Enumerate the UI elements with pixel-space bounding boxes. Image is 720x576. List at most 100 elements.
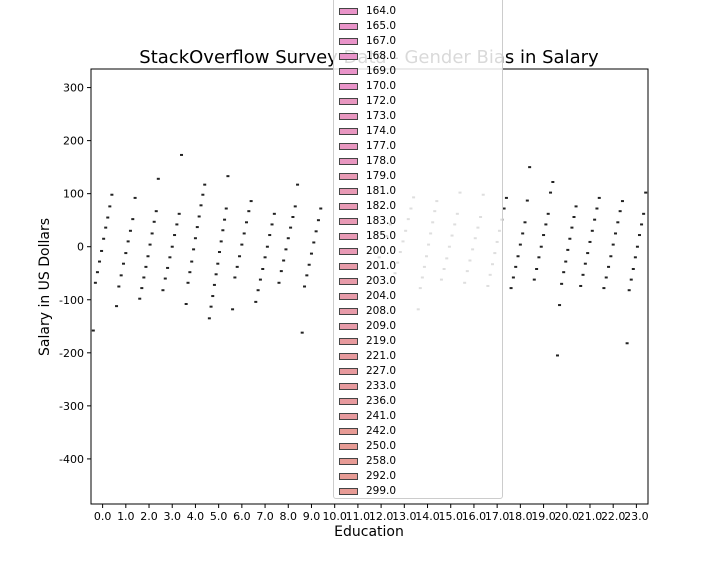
box-mark (305, 274, 309, 277)
y-tick-label: -300 (59, 400, 84, 413)
legend-label: 167.0 (366, 35, 397, 47)
box-mark (303, 285, 307, 288)
box-mark (581, 273, 585, 276)
box-mark (170, 245, 174, 248)
box-mark (555, 354, 559, 357)
box-mark (216, 262, 220, 265)
legend-label: 179.0 (366, 170, 397, 182)
box-mark (197, 215, 201, 218)
x-tick-label: 1.0 (117, 510, 135, 523)
x-tick-label: 21.0 (578, 510, 603, 523)
box-mark (562, 271, 566, 274)
legend-swatch (339, 232, 358, 240)
box-mark (263, 256, 267, 259)
x-tick-label: 18.0 (508, 510, 533, 523)
box-mark (121, 262, 125, 265)
legend-swatch (339, 157, 358, 165)
box-mark (95, 271, 99, 274)
box-mark (625, 342, 629, 345)
y-tick-label: 0 (77, 241, 84, 254)
box-mark (642, 212, 646, 215)
box-mark (128, 229, 132, 232)
x-tick-label: 8.0 (280, 510, 298, 523)
legend-label: 168.0 (366, 50, 397, 62)
box-mark (282, 259, 286, 262)
legend-label: 209.0 (366, 320, 397, 332)
legend-item: 227.0 (339, 364, 396, 378)
legend-label: 203.0 (366, 275, 397, 287)
x-tick-label: 2.0 (140, 510, 158, 523)
legend: 164.0 165.0 167.0 168.0 169.0 170.0 172.0 173.0… (333, 0, 503, 499)
box-mark (560, 282, 564, 285)
legend-label: 292.0 (366, 470, 397, 482)
box-mark (186, 281, 190, 284)
box-mark (597, 196, 601, 199)
x-axis-title: Education (334, 524, 404, 540)
box-mark (640, 223, 644, 226)
box-mark (644, 191, 648, 194)
box-mark (238, 255, 242, 258)
x-tick-label: 7.0 (256, 510, 274, 523)
x-tick-label: 14.0 (415, 510, 440, 523)
legend-item: 200.0 (339, 244, 396, 258)
legend-label: 201.0 (366, 260, 397, 272)
box-mark (627, 289, 631, 292)
legend-item: 164.0 (339, 4, 396, 18)
legend-label: 170.0 (366, 80, 397, 92)
box-mark (551, 180, 555, 183)
legend-label: 204.0 (366, 290, 397, 302)
legend-label: 219.0 (366, 335, 397, 347)
legend-swatch (339, 457, 358, 465)
box-mark (106, 216, 110, 219)
legend-label: 169.0 (366, 65, 397, 77)
box-mark (217, 251, 221, 254)
legend-swatch (339, 97, 358, 105)
legend-item: 182.0 (339, 199, 396, 213)
legend-label: 233.0 (366, 380, 397, 392)
box-mark (131, 218, 135, 221)
box-mark (226, 175, 230, 178)
x-tick-label: 3.0 (163, 510, 181, 523)
box-mark (289, 226, 293, 229)
box-mark (586, 252, 590, 255)
legend-item: 177.0 (339, 139, 396, 153)
legend-item: 201.0 (339, 259, 396, 273)
legend-label: 208.0 (366, 305, 397, 317)
legend-swatch (339, 337, 358, 345)
box-mark (568, 237, 572, 240)
legend-item: 299.0 (339, 484, 396, 498)
legend-label: 227.0 (366, 365, 397, 377)
legend-item: 169.0 (339, 64, 396, 78)
box-mark (564, 260, 568, 263)
legend-swatch (339, 217, 358, 225)
box-mark (223, 218, 227, 221)
box-mark (256, 289, 260, 292)
box-mark (219, 240, 223, 243)
box-mark (203, 183, 207, 186)
box-mark (209, 305, 213, 308)
legend-item: 165.0 (339, 19, 396, 33)
box-mark (126, 240, 130, 243)
legend-item: 183.0 (339, 214, 396, 228)
box-mark (629, 278, 633, 281)
box-mark (244, 221, 248, 224)
box-mark (583, 262, 587, 265)
legend-label: 242.0 (366, 425, 397, 437)
box-mark (163, 277, 167, 280)
legend-label: 250.0 (366, 440, 397, 452)
box-mark (188, 271, 192, 274)
box-mark (249, 200, 253, 203)
x-tick-label: 10.0 (322, 510, 347, 523)
box-mark (144, 265, 148, 268)
box-mark (180, 153, 184, 156)
legend-item: 168.0 (339, 49, 396, 63)
box-mark (539, 245, 543, 248)
box-mark (195, 226, 199, 229)
box-mark (296, 183, 300, 186)
legend-swatch (339, 472, 358, 480)
legend-item: 204.0 (339, 289, 396, 303)
x-tick-label: 20.0 (555, 510, 580, 523)
x-tick-label: 16.0 (462, 510, 487, 523)
box-mark (319, 207, 323, 210)
x-tick-label: 0.0 (94, 510, 112, 523)
